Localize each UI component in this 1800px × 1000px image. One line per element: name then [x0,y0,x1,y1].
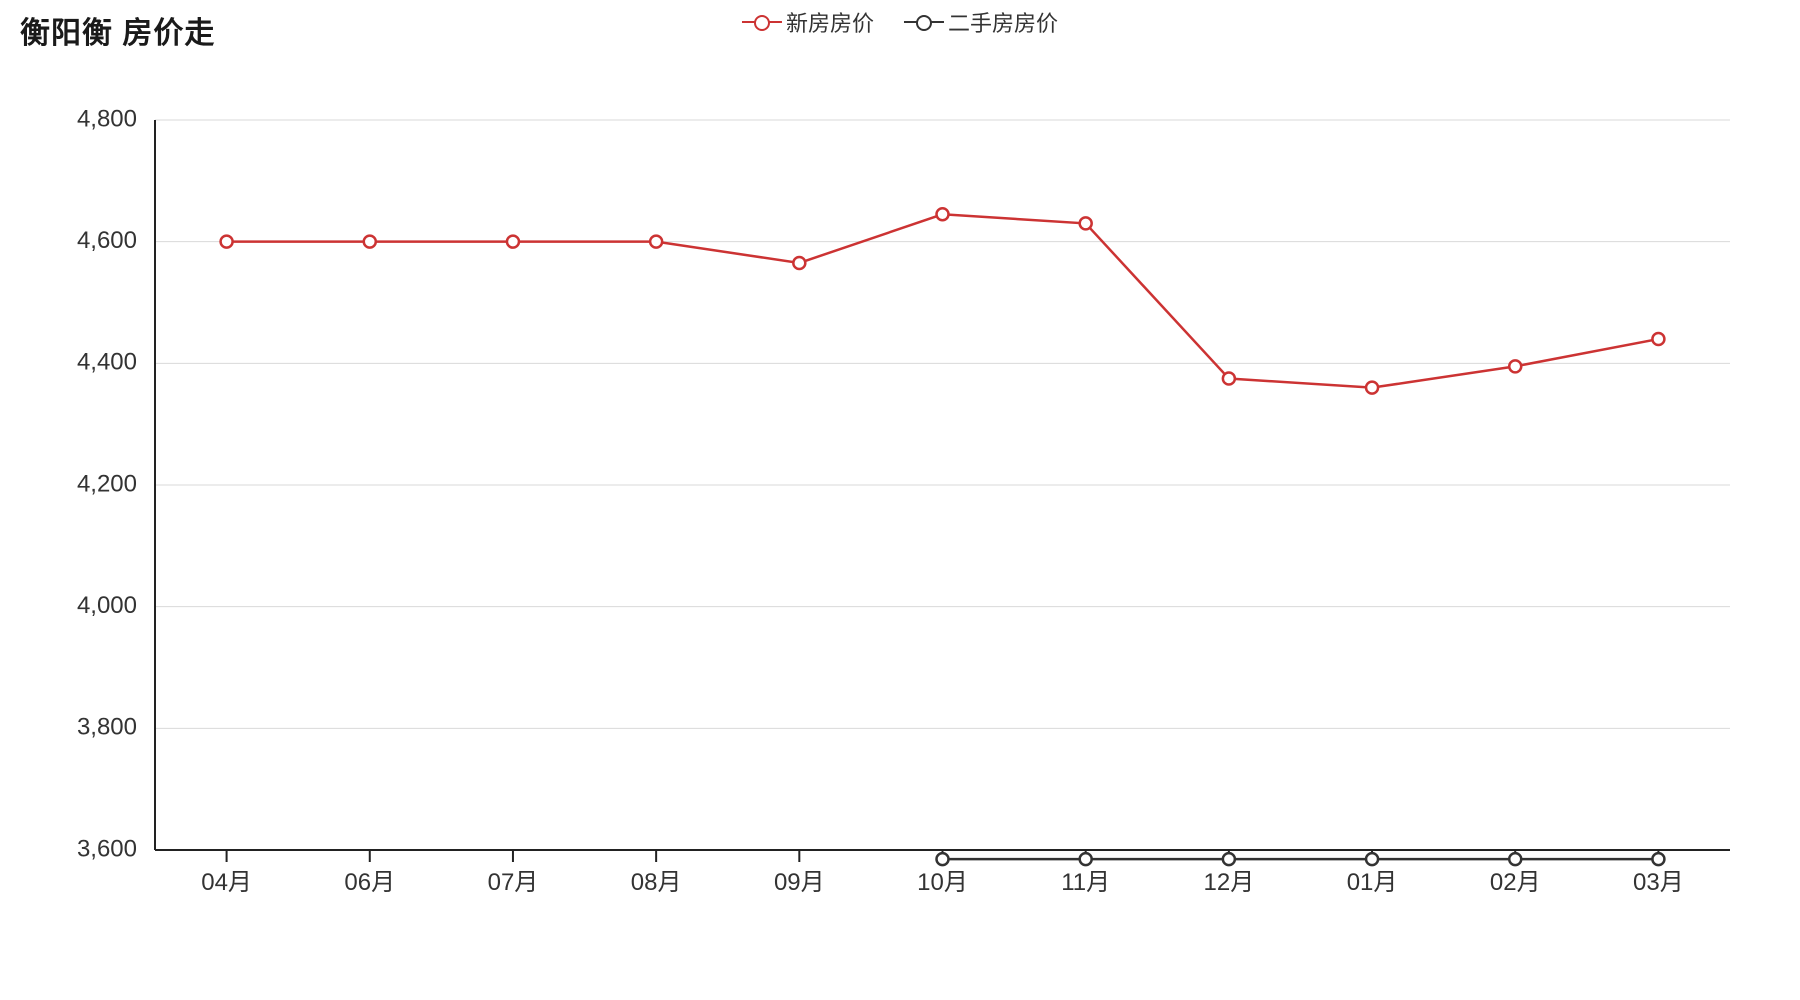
data-point[interactable] [221,236,233,248]
data-point[interactable] [1223,373,1235,385]
data-point[interactable] [937,853,949,865]
data-point[interactable] [937,208,949,220]
legend-swatch-1 [742,12,782,32]
y-tick-label: 4,000 [77,592,137,619]
data-point[interactable] [1080,853,1092,865]
y-tick-label: 4,600 [77,227,137,254]
data-point[interactable] [1366,853,1378,865]
x-tick-label: 08月 [631,869,682,896]
x-tick-label: 04月 [201,869,252,896]
x-tick-label: 09月 [774,869,825,896]
y-tick-label: 4,200 [77,470,137,497]
y-tick-label: 3,800 [77,714,137,741]
series-line-1 [227,214,1659,387]
y-tick-label: 4,800 [77,105,137,132]
x-tick-label: 07月 [488,869,539,896]
data-point[interactable] [793,257,805,269]
data-point[interactable] [1652,333,1664,345]
chart-svg: 3,6003,8004,0004,2004,4004,6004,80004月06… [155,120,1730,910]
chart-title: 衡阳衡 房价走 [20,8,215,52]
x-tick-label: 12月 [1204,869,1255,896]
x-tick-label: 06月 [344,869,395,896]
data-point[interactable] [364,236,376,248]
x-tick-label: 01月 [1347,869,1398,896]
data-point[interactable] [1509,360,1521,372]
y-tick-label: 4,400 [77,349,137,376]
legend: 新房房价 二手房房价 [742,6,1058,38]
legend-label-2: 二手房房价 [948,6,1058,38]
x-tick-label: 10月 [917,869,968,896]
legend-item-series-2[interactable]: 二手房房价 [904,6,1058,38]
data-point[interactable] [1652,853,1664,865]
legend-label-1: 新房房价 [786,6,874,38]
chart-plot-area: 3,6003,8004,0004,2004,4004,6004,80004月06… [155,120,1730,910]
data-point[interactable] [1223,853,1235,865]
data-point[interactable] [1509,853,1521,865]
x-tick-label: 02月 [1490,869,1541,896]
legend-item-series-1[interactable]: 新房房价 [742,6,874,38]
data-point[interactable] [650,236,662,248]
data-point[interactable] [1366,382,1378,394]
x-tick-label: 03月 [1633,869,1684,896]
legend-swatch-2 [904,12,944,32]
x-tick-label: 11月 [1061,869,1110,896]
data-point[interactable] [507,236,519,248]
data-point[interactable] [1080,217,1092,229]
y-tick-label: 3,600 [77,835,137,862]
